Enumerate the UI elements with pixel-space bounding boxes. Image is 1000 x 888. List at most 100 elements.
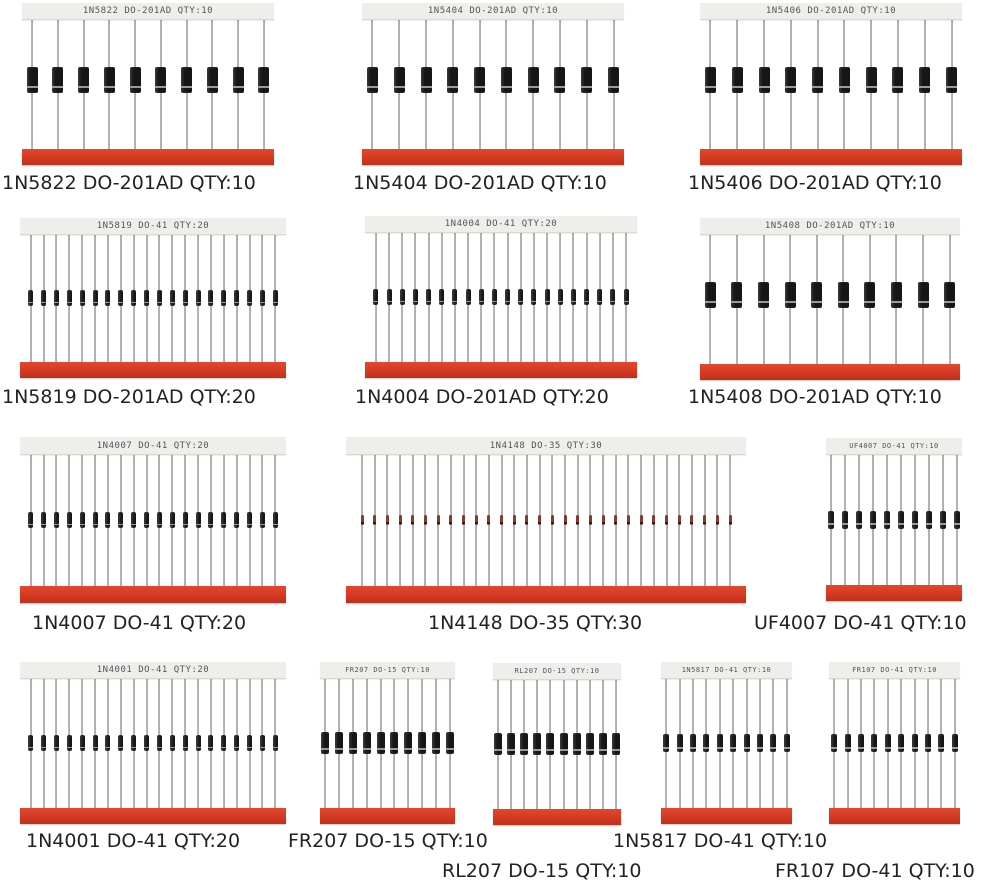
diode-body xyxy=(588,515,592,525)
diode-body xyxy=(79,290,85,306)
diode-body xyxy=(376,732,385,754)
diode-body xyxy=(92,512,98,528)
diode-body xyxy=(811,282,823,308)
diode-body xyxy=(258,67,270,93)
diode-body xyxy=(494,733,503,755)
diode-body xyxy=(924,734,931,752)
red-tape xyxy=(20,586,286,603)
diode-body xyxy=(105,735,111,751)
red-tape xyxy=(493,809,621,825)
caption-uf4007: UF4007 DO-41 QTY:10 xyxy=(754,612,967,634)
diode-body xyxy=(756,734,763,752)
diode-body xyxy=(512,515,516,525)
tape-label: 1N5406 DO-201AD QTY:10 xyxy=(700,3,962,20)
diode-body xyxy=(182,735,188,751)
caption-1n4007: 1N4007 DO-41 QTY:20 xyxy=(32,612,247,634)
tape-label: 1N4007 DO-41 QTY:20 xyxy=(20,437,286,455)
diode-body xyxy=(436,515,440,525)
diode-body xyxy=(66,512,72,528)
diode-body xyxy=(572,733,581,755)
diode-body xyxy=(601,515,605,525)
diode-body xyxy=(505,289,511,305)
diode-body xyxy=(474,515,478,525)
diode-body xyxy=(911,510,918,529)
red-tape xyxy=(362,149,624,165)
red-tape xyxy=(365,362,637,378)
diode-body xyxy=(41,735,47,751)
tape-label: FR207 DO-15 QTY:10 xyxy=(320,662,455,679)
diode-body xyxy=(898,734,905,752)
diode-body xyxy=(500,67,512,93)
diode-body xyxy=(557,289,563,305)
diode-body xyxy=(576,515,580,525)
diode-body xyxy=(399,289,405,305)
diode-body xyxy=(156,512,162,528)
diode-body xyxy=(41,290,47,306)
diode-body xyxy=(716,734,723,752)
diode-body xyxy=(221,735,227,751)
diode-body xyxy=(373,289,379,305)
tape-label: 1N5822 DO-201AD QTY:10 xyxy=(22,3,274,20)
diode-body xyxy=(272,735,278,751)
caption-1n5822: 1N5822 DO-201AD QTY:10 xyxy=(2,172,256,194)
diode-body xyxy=(144,512,150,528)
diode-strip-1n5408: 1N5408 DO-201AD QTY:10 xyxy=(700,218,960,380)
red-tape xyxy=(20,808,286,824)
diode-body xyxy=(118,512,124,528)
diode-body xyxy=(784,282,796,308)
diode-body xyxy=(349,732,357,754)
diode-body xyxy=(608,67,620,93)
diode-body xyxy=(182,290,188,306)
diode-body xyxy=(439,289,445,305)
tape-label: 1N4001 DO-41 QTY:20 xyxy=(20,662,286,679)
diode-body xyxy=(412,289,418,305)
diode-body xyxy=(478,289,484,305)
diode-body xyxy=(156,735,162,751)
diode-body xyxy=(79,735,85,751)
diode-body xyxy=(703,734,710,752)
diode-body xyxy=(53,512,59,528)
diode-body xyxy=(623,289,629,305)
diode-strip-uf4007: UF4007 DO-41 QTY:10 xyxy=(826,438,962,601)
diode-body xyxy=(181,67,193,93)
caption-1n4001: 1N4001 DO-41 QTY:20 xyxy=(26,830,241,852)
diode-body xyxy=(690,515,694,525)
diode-body xyxy=(831,734,838,752)
diode-body xyxy=(554,67,566,93)
red-tape xyxy=(20,362,286,378)
diode-strip-1n5819: 1N5819 DO-41 QTY:20 xyxy=(20,218,286,378)
diode-body xyxy=(92,290,98,306)
diode-body xyxy=(939,510,946,529)
red-tape xyxy=(346,586,746,603)
diode-body xyxy=(398,515,402,525)
caption-1n4148: 1N4148 DO-35 QTY:30 xyxy=(428,612,643,634)
diode-body xyxy=(639,515,643,525)
diode-body xyxy=(118,290,124,306)
diode-body xyxy=(105,512,111,528)
caption-1n4004: 1N4004 DO-201AD QTY:20 xyxy=(355,386,609,408)
diode-strip-fr207: FR207 DO-15 QTY:10 xyxy=(320,662,455,824)
diode-body xyxy=(890,282,902,308)
tape-label: FR107 DO-41 QTY:10 xyxy=(829,662,960,679)
diode-body xyxy=(41,512,47,528)
diode-strip-1n5404: 1N5404 DO-201AD QTY:10 xyxy=(362,3,624,165)
diode-body xyxy=(420,67,432,93)
tape-label: 1N5819 DO-41 QTY:20 xyxy=(20,218,286,235)
red-tape xyxy=(829,808,960,824)
diode-body xyxy=(78,67,90,93)
diode-body xyxy=(837,282,849,308)
diode-body xyxy=(871,734,878,752)
diode-body xyxy=(917,282,929,308)
caption-rl207: RL207 DO-15 QTY:10 xyxy=(442,860,642,882)
diode-body xyxy=(715,515,719,525)
diode-body xyxy=(544,289,550,305)
diode-body xyxy=(52,67,64,93)
diode-body xyxy=(449,515,453,525)
diode-body xyxy=(919,67,931,93)
diode-body xyxy=(559,733,568,755)
diode-body xyxy=(232,67,244,93)
diode-body xyxy=(838,67,850,93)
tape-label: 1N5404 DO-201AD QTY:10 xyxy=(362,3,624,20)
diode-body xyxy=(66,735,72,751)
diode-body xyxy=(581,67,593,93)
